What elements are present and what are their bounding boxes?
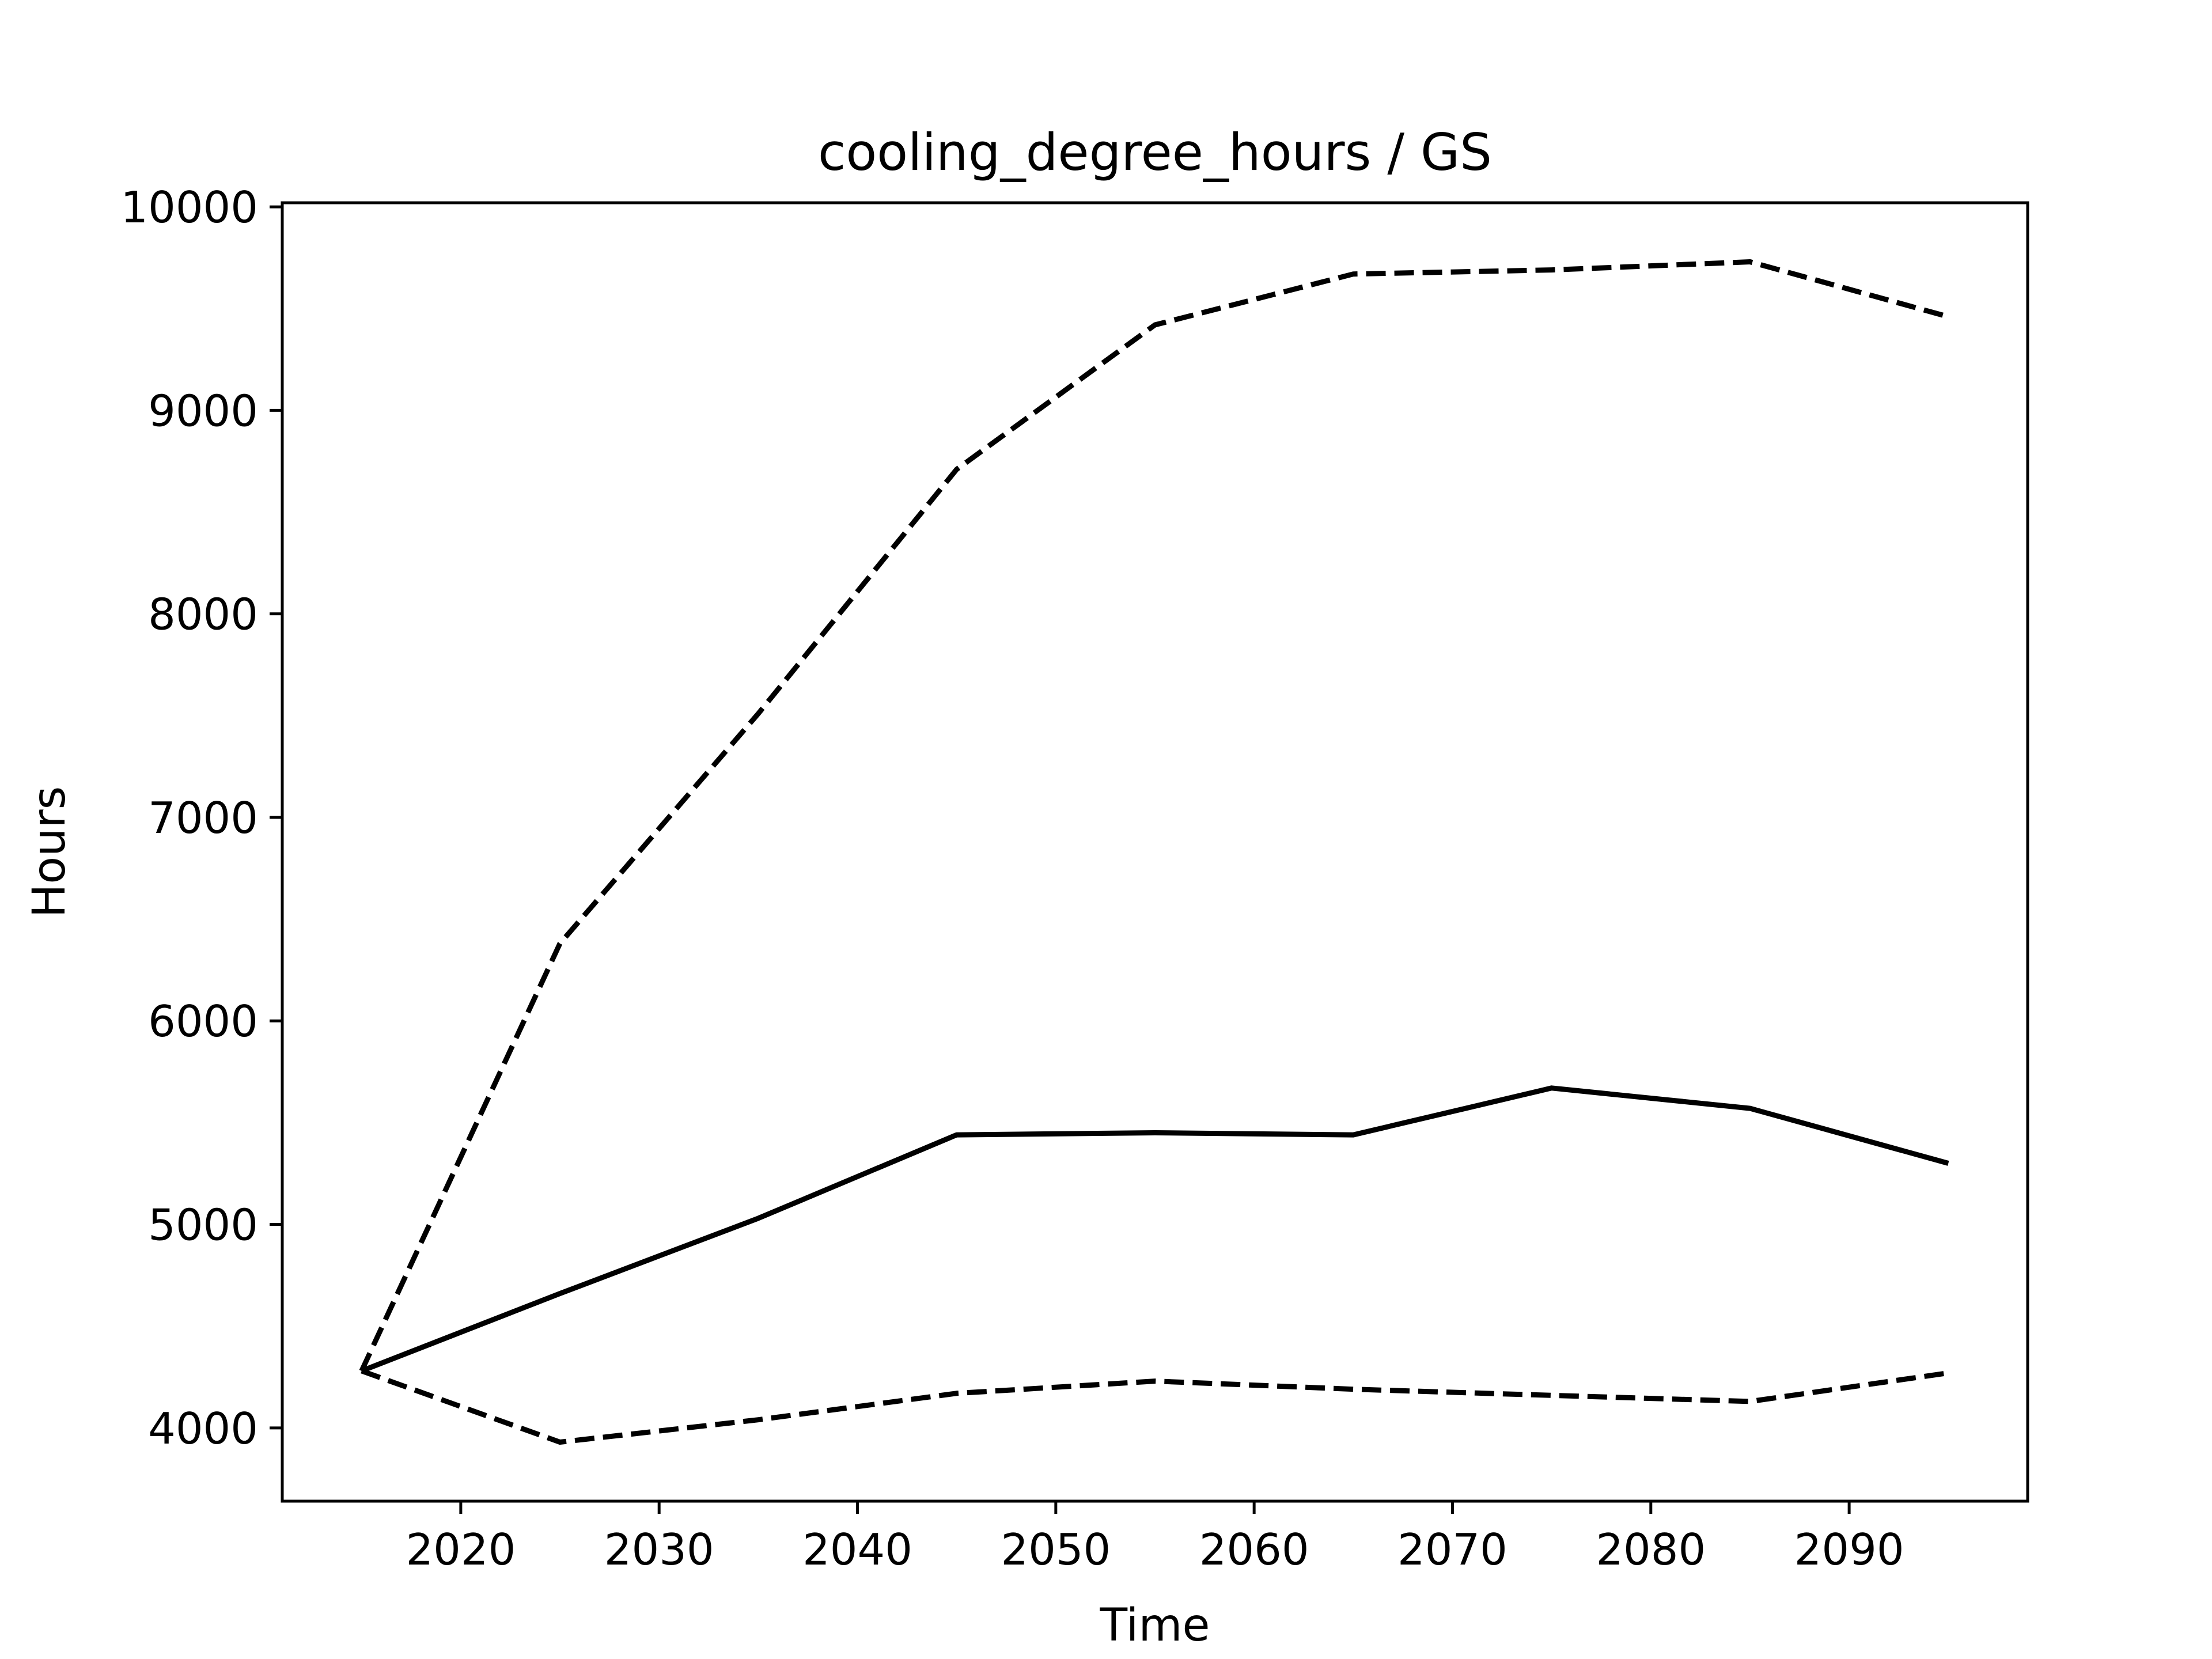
y-tick-label: 9000 xyxy=(148,385,258,436)
x-tick-label: 2080 xyxy=(1596,1524,1706,1575)
x-tick-label: 2020 xyxy=(406,1524,516,1575)
series-layer xyxy=(359,259,1949,1445)
y-axis-label: Hours xyxy=(24,786,75,918)
x-tick-label: 2090 xyxy=(1794,1524,1904,1575)
y-tick-label: 6000 xyxy=(148,996,258,1047)
x-tick-label: 2050 xyxy=(1001,1524,1111,1575)
x-tick-label: 2030 xyxy=(604,1524,714,1575)
y-tick-label: 4000 xyxy=(148,1403,258,1454)
y-tick-label: 5000 xyxy=(148,1200,258,1251)
y-tick-label: 7000 xyxy=(148,793,258,843)
plot-frame xyxy=(281,201,2029,1503)
series-line-2-solid xyxy=(361,1085,1949,1374)
x-axis-label: Time xyxy=(1100,1600,1210,1652)
y-tick-label: 8000 xyxy=(148,589,258,640)
y-tick-label: 10000 xyxy=(120,182,258,233)
chart-title: cooling_degree_hours / GS xyxy=(818,123,1492,182)
axes: 2020 2030 2040 2050 2060 2070 2080 2090 4000 5000… xyxy=(120,182,2029,1575)
x-tick-label: 2070 xyxy=(1397,1524,1508,1575)
x-tick-label: 2060 xyxy=(1199,1524,1309,1575)
series-line-1-dashed xyxy=(359,259,1949,1372)
x-tick-label: 2040 xyxy=(802,1524,912,1575)
series-line-3-dashed xyxy=(361,1368,1949,1445)
